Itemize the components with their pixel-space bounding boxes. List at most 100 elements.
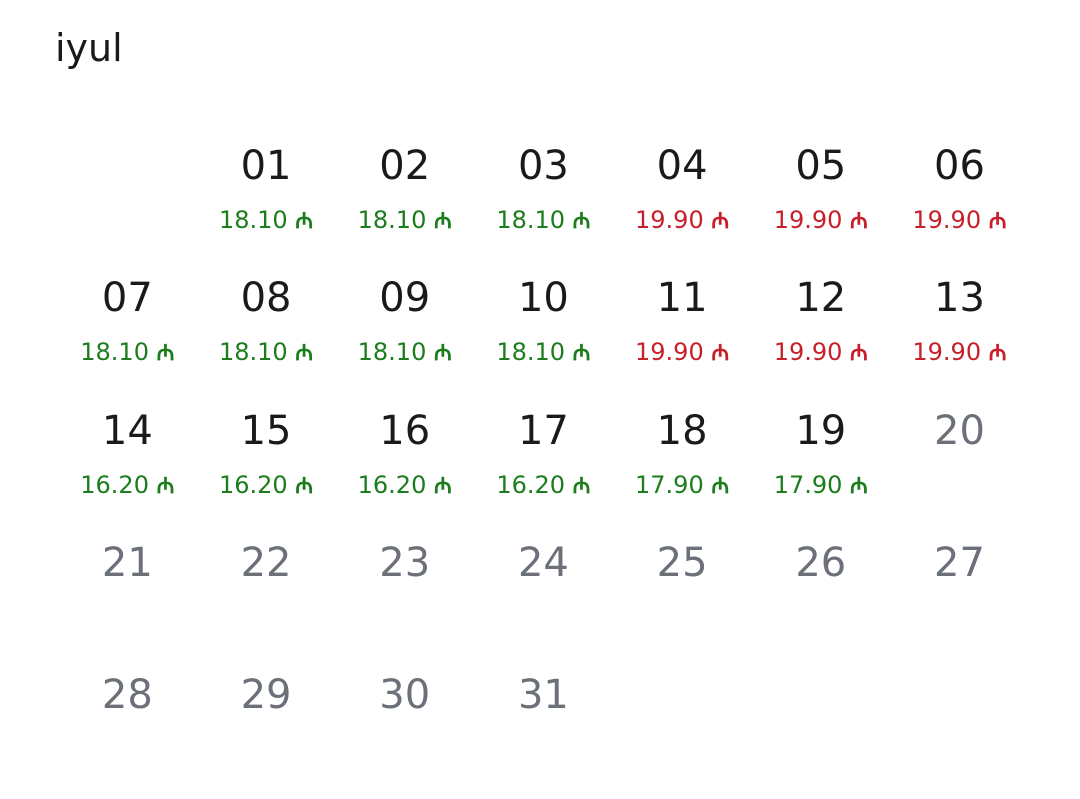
day-number: 31 (517, 672, 569, 719)
manat-currency-icon: ₼ (156, 473, 175, 499)
day-cell[interactable]: 12 19.90 ₼ (751, 270, 890, 402)
manat-currency-icon: ₼ (295, 473, 314, 499)
day-cell[interactable]: 03 18.10 ₼ (474, 138, 613, 270)
day-price: 16.20 ₼ (335, 471, 474, 501)
day-cell[interactable]: 10 18.10 ₼ (474, 270, 613, 402)
day-number: 08 (240, 275, 292, 322)
day-number: 19 (795, 407, 847, 454)
day-number: 17 (517, 407, 569, 454)
day-number: 25 (656, 539, 708, 586)
day-price: 16.20 ₼ (58, 471, 197, 501)
price-value: 19.90 (912, 338, 982, 367)
day-cell[interactable]: 11 19.90 ₼ (613, 270, 752, 402)
day-cell: 23 (335, 535, 474, 667)
day-number: 18 (656, 407, 708, 454)
manat-currency-icon: ₼ (295, 341, 314, 367)
price-value: 18.10 (218, 206, 288, 234)
day-number: 02 (379, 143, 431, 189)
day-cell[interactable]: 14 16.20 ₼ (58, 403, 197, 535)
day-number: 04 (656, 143, 708, 189)
day-number: 28 (101, 672, 153, 719)
day-cell: 24 (474, 535, 613, 667)
day-number: 20 (934, 407, 985, 454)
day-price: 17.90 ₼ (613, 471, 752, 501)
price-value: 19.90 (635, 338, 704, 367)
manat-currency-icon: ₼ (850, 473, 868, 499)
day-cell[interactable]: 18 17.90 ₼ (613, 403, 752, 535)
day-cell[interactable]: 09 18.10 ₼ (335, 270, 474, 402)
day-cell[interactable]: 05 19.90 ₼ (751, 138, 890, 270)
manat-currency-icon: ₼ (295, 209, 314, 234)
day-number: 27 (934, 539, 985, 586)
day-cell[interactable]: 19 17.90 ₼ (751, 403, 890, 535)
day-number: 01 (240, 143, 292, 189)
price-value: 16.20 (496, 470, 566, 499)
manat-currency-icon: ₼ (988, 341, 1007, 367)
day-cell[interactable]: 07 18.10 ₼ (58, 270, 197, 402)
price-value: 19.90 (773, 206, 843, 234)
day-cell[interactable]: 01 18.10 ₼ (197, 138, 336, 270)
day-price: 19.90 ₼ (613, 338, 752, 368)
day-price: 19.90 ₼ (890, 338, 1029, 368)
day-price: 19.90 ₼ (890, 206, 1029, 236)
day-number: 09 (379, 275, 431, 322)
price-value: 18.10 (218, 338, 288, 367)
manat-currency-icon: ₼ (433, 473, 452, 499)
manat-currency-icon: ₼ (850, 341, 868, 367)
day-cell: 20 (890, 403, 1029, 535)
manat-currency-icon: ₼ (572, 209, 591, 234)
day-price: 19.90 ₼ (751, 338, 890, 368)
day-price: 16.20 ₼ (474, 471, 613, 501)
manat-currency-icon: ₼ (156, 341, 175, 367)
day-cell: 22 (197, 535, 336, 667)
manat-currency-icon: ₼ (572, 473, 591, 499)
day-number: 22 (240, 539, 292, 586)
day-number: 07 (101, 275, 153, 322)
manat-currency-icon: ₼ (433, 209, 452, 234)
price-value: 19.90 (912, 206, 982, 234)
month-title: iyul (55, 26, 123, 70)
day-number: 16 (379, 407, 431, 454)
price-value: 18.10 (80, 338, 149, 367)
day-cell: 26 (751, 535, 890, 667)
day-number: 12 (795, 275, 847, 322)
price-value: 16.20 (218, 470, 288, 499)
day-number: 14 (101, 407, 153, 454)
day-price: 18.10 ₼ (197, 338, 336, 368)
day-cell[interactable]: 17 16.20 ₼ (474, 403, 613, 535)
day-cell[interactable]: 08 18.10 ₼ (197, 270, 336, 402)
day-cell[interactable]: 13 19.90 ₼ (890, 270, 1029, 402)
day-number: 11 (656, 275, 708, 322)
day-price: 18.10 ₼ (474, 338, 613, 368)
day-price: 18.10 ₼ (58, 338, 197, 368)
price-value: 16.20 (357, 470, 427, 499)
day-cell: 29 (197, 667, 336, 799)
day-number: 26 (795, 539, 847, 586)
day-number: 13 (934, 275, 985, 322)
price-value: 16.20 (80, 470, 149, 499)
day-number: 23 (379, 539, 431, 586)
day-cell: 30 (335, 667, 474, 799)
price-value: 19.90 (635, 206, 704, 234)
manat-currency-icon: ₼ (572, 341, 591, 367)
day-number: 06 (934, 143, 985, 189)
manat-currency-icon: ₼ (711, 209, 730, 234)
day-price: 19.90 ₼ (613, 206, 752, 236)
day-cell[interactable]: 06 19.90 ₼ (890, 138, 1029, 270)
price-value: 17.90 (635, 470, 704, 499)
day-cell[interactable]: 02 18.10 ₼ (335, 138, 474, 270)
price-value: 18.10 (496, 338, 566, 367)
day-number: 21 (101, 539, 153, 586)
day-price: 18.10 ₼ (197, 206, 336, 236)
day-number: 15 (240, 407, 292, 454)
day-cell: 28 (58, 667, 197, 799)
price-value: 17.90 (773, 470, 843, 499)
price-value: 19.90 (773, 338, 843, 367)
price-value: 18.10 (357, 206, 427, 234)
day-cell[interactable]: 04 19.90 ₼ (613, 138, 752, 270)
day-cell: 25 (613, 535, 752, 667)
day-price: 18.10 ₼ (335, 206, 474, 236)
price-value: 18.10 (496, 206, 566, 234)
day-cell[interactable]: 16 16.20 ₼ (335, 403, 474, 535)
day-cell[interactable]: 15 16.20 ₼ (197, 403, 336, 535)
